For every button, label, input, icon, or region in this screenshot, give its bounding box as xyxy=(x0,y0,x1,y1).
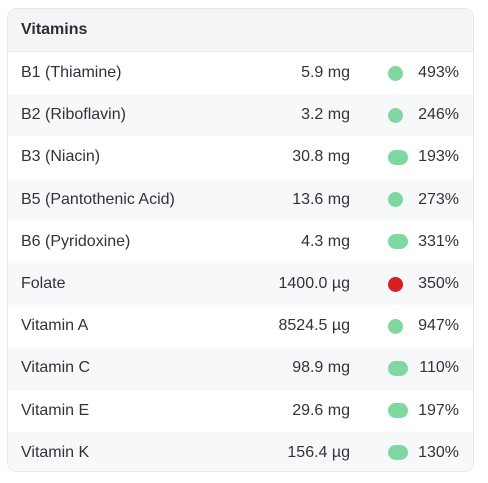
vitamin-name: B6 (Pyridoxine) xyxy=(21,232,131,250)
status-dot-icon xyxy=(388,445,408,461)
vitamin-name: B2 (Riboflavin) xyxy=(21,106,126,124)
vitamin-name: Vitamin K xyxy=(21,443,90,461)
vitamin-amount: 1400.0 µg xyxy=(278,275,351,293)
vitamin-name: Vitamin A xyxy=(21,317,89,335)
vitamin-percent: 273% xyxy=(418,190,459,208)
vitamin-percent: 493% xyxy=(418,64,459,82)
vitamin-name: Vitamin E xyxy=(21,401,90,419)
vitamin-percent: 947% xyxy=(418,317,459,335)
vitamin-row: B3 (Niacin) 30.8 mg 193% xyxy=(8,136,473,178)
panel-header: Vitamins xyxy=(8,9,473,52)
vitamin-name: Folate xyxy=(21,275,66,293)
vitamin-name: B1 (Thiamine) xyxy=(21,64,122,82)
vitamin-list: B1 (Thiamine) 5.9 mg 493% B2 (Riboflavin… xyxy=(8,52,473,471)
status-dot-icon xyxy=(388,149,408,165)
vitamin-amount: 98.9 mg xyxy=(292,359,350,377)
vitamin-amount: 30.8 mg xyxy=(292,148,350,166)
vitamin-percent: 350% xyxy=(418,275,459,293)
panel-title: Vitamins xyxy=(21,21,88,38)
vitamin-percent: 246% xyxy=(418,106,459,124)
status-dot-icon xyxy=(388,403,408,419)
vitamin-row: B6 (Pyridoxine) 4.3 mg 331% xyxy=(8,221,473,263)
status-dot-icon xyxy=(388,318,403,334)
vitamin-name: Vitamin C xyxy=(21,359,91,377)
status-dot-icon xyxy=(388,234,408,250)
status-dot-icon xyxy=(388,360,408,376)
vitamins-panel: Vitamins B1 (Thiamine) 5.9 mg 493% B2 (R… xyxy=(7,8,474,472)
vitamin-percent: 130% xyxy=(418,443,459,461)
vitamin-amount: 5.9 mg xyxy=(301,64,350,82)
vitamin-row: Vitamin A 8524.5 µg 947% xyxy=(8,305,473,347)
status-dot-icon xyxy=(388,276,403,292)
vitamin-amount: 29.6 mg xyxy=(292,401,350,419)
vitamin-name: B5 (Pantothenic Acid) xyxy=(21,190,175,208)
vitamin-amount: 3.2 mg xyxy=(301,106,350,124)
vitamin-row: Vitamin E 29.6 mg 197% xyxy=(8,390,473,432)
vitamin-row: B2 (Riboflavin) 3.2 mg 246% xyxy=(8,94,473,137)
status-dot-icon xyxy=(388,192,403,208)
vitamin-amount: 8524.5 µg xyxy=(278,317,351,335)
vitamin-row: Vitamin C 98.9 mg 110% xyxy=(8,347,473,390)
vitamin-amount: 13.6 mg xyxy=(292,190,350,208)
status-dot-icon xyxy=(388,65,403,81)
vitamin-percent: 193% xyxy=(418,148,459,166)
vitamin-amount: 4.3 mg xyxy=(301,232,350,250)
vitamin-row: B1 (Thiamine) 5.9 mg 493% xyxy=(8,52,473,94)
vitamin-percent: 197% xyxy=(418,401,459,419)
vitamin-percent: 110% xyxy=(419,359,459,377)
status-dot-icon xyxy=(388,107,403,123)
vitamin-name: B3 (Niacin) xyxy=(21,148,101,166)
vitamin-row: Folate 1400.0 µg 350% xyxy=(8,262,473,306)
vitamin-row: B5 (Pantothenic Acid) 13.6 mg 273% xyxy=(8,178,473,221)
vitamin-percent: 331% xyxy=(418,232,459,250)
vitamin-amount: 156.4 µg xyxy=(287,443,350,461)
vitamin-row: Vitamin K 156.4 µg 130% xyxy=(8,431,473,471)
